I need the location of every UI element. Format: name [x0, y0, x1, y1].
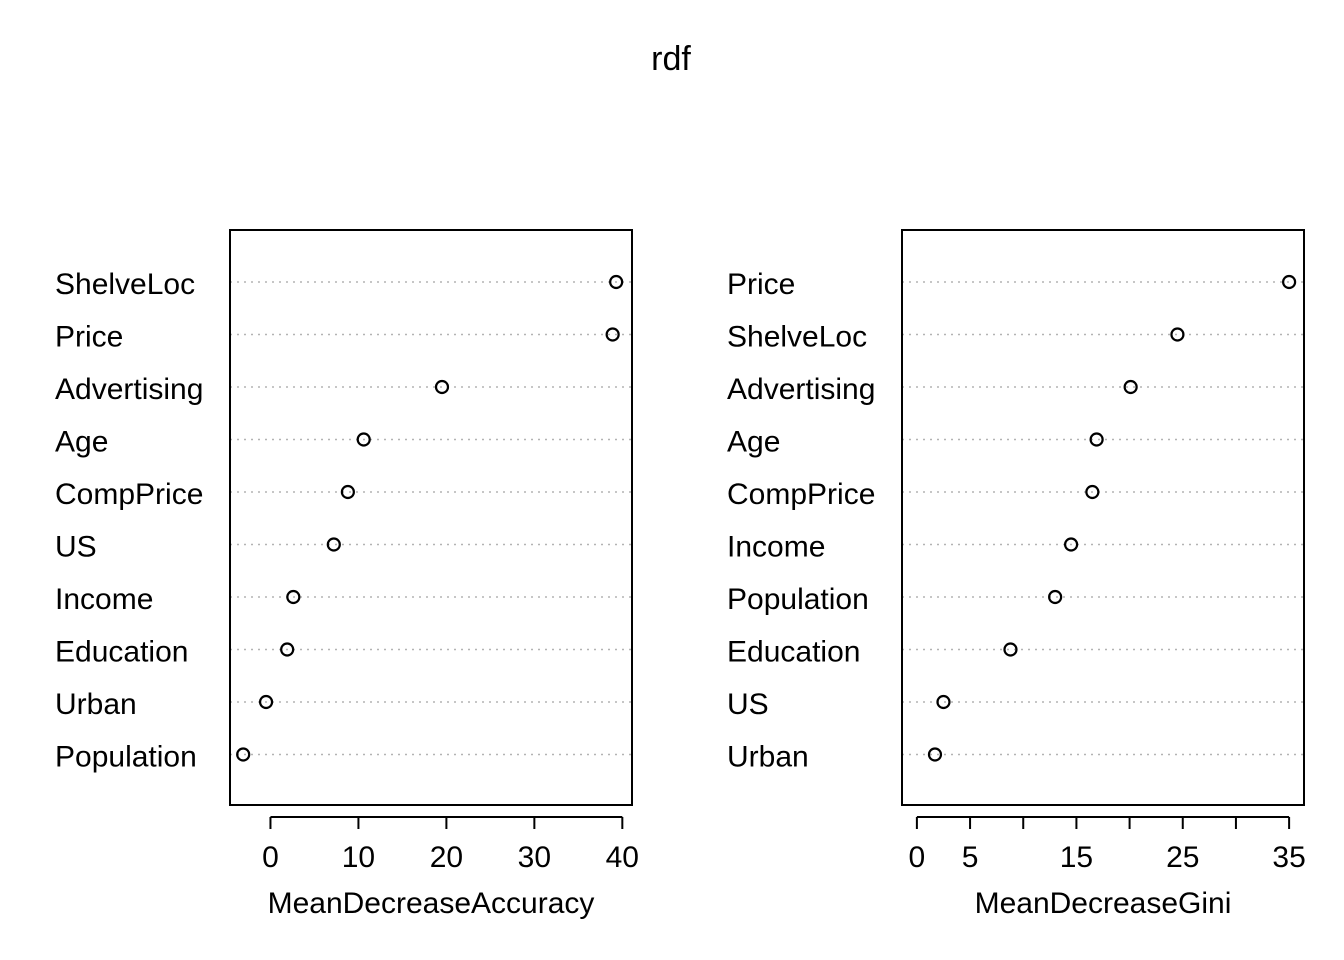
accuracy-plot-frame [229, 229, 633, 806]
gini-data-point [1170, 327, 1185, 342]
gini-category-label: Advertising [727, 373, 875, 406]
accuracy-x-tick-label: 10 [342, 841, 375, 874]
accuracy-x-axis-label: MeanDecreaseAccuracy [268, 887, 595, 920]
gini-data-point [1085, 484, 1100, 500]
gini-data-point [1089, 432, 1104, 447]
gini-data-point [936, 694, 951, 710]
gini-x-tick-label: 25 [1166, 841, 1199, 874]
gini-x-tick-label: 0 [909, 841, 926, 874]
gini-category-label: Income [727, 531, 825, 564]
accuracy-category-label: Income [55, 583, 153, 616]
accuracy-x-tick-label: 30 [518, 841, 551, 874]
gini-x-axis-label: MeanDecreaseGini [975, 887, 1232, 920]
gini-x-tick-label: 35 [1272, 841, 1305, 874]
gini-category-label: Population [727, 583, 869, 616]
accuracy-category-label: US [55, 531, 97, 564]
accuracy-category-label: Education [55, 636, 188, 669]
accuracy-category-label: ShelveLoc [55, 268, 195, 301]
gini-category-label: Education [727, 636, 860, 669]
figure-title: rdf [651, 40, 691, 78]
gini-data-point [1048, 589, 1063, 605]
accuracy-data-point [609, 274, 624, 290]
accuracy-data-point [258, 694, 274, 710]
accuracy-data-point [434, 379, 450, 395]
accuracy-data-point [286, 589, 301, 605]
gini-data-point [1003, 642, 1018, 657]
gini-plot-frame [901, 229, 1305, 806]
gini-panel: Price ShelveLoc Advertising Age CompPrice Inc… [727, 229, 1306, 920]
gini-category-label: ShelveLoc [727, 321, 867, 354]
accuracy-category-label: Population [55, 741, 197, 774]
accuracy-category-label: Urban [55, 688, 137, 721]
accuracy-data-point [605, 327, 620, 342]
accuracy-category-label: Price [55, 321, 123, 354]
gini-data-point [1282, 274, 1297, 290]
gini-category-label: Price [727, 268, 795, 301]
gini-category-label: CompPrice [727, 478, 875, 511]
accuracy-data-point [340, 484, 355, 500]
gini-category-label: Age [727, 426, 780, 459]
gini-data-point [927, 747, 943, 762]
gini-category-label: US [727, 688, 769, 721]
accuracy-x-tick-label: 20 [430, 841, 463, 874]
gini-x-tick-label: 15 [1060, 841, 1093, 874]
accuracy-data-point [326, 537, 341, 552]
gini-category-label: Urban [727, 741, 809, 774]
gini-x-tick-label: 5 [962, 841, 979, 874]
gini-data-point [1123, 379, 1138, 395]
accuracy-data-point [356, 432, 371, 447]
accuracy-x-tick-label: 40 [606, 841, 639, 874]
accuracy-x-tick-label: 0 [262, 841, 279, 874]
accuracy-data-point [280, 642, 295, 657]
accuracy-data-point [236, 747, 251, 762]
accuracy-category-label: CompPrice [55, 478, 203, 511]
accuracy-category-label: Advertising [55, 373, 203, 406]
gini-data-point [1063, 537, 1079, 552]
accuracy-panel: ShelveLoc Price Advertising Age CompPrice US I… [55, 229, 639, 920]
accuracy-category-label: Age [55, 426, 108, 459]
